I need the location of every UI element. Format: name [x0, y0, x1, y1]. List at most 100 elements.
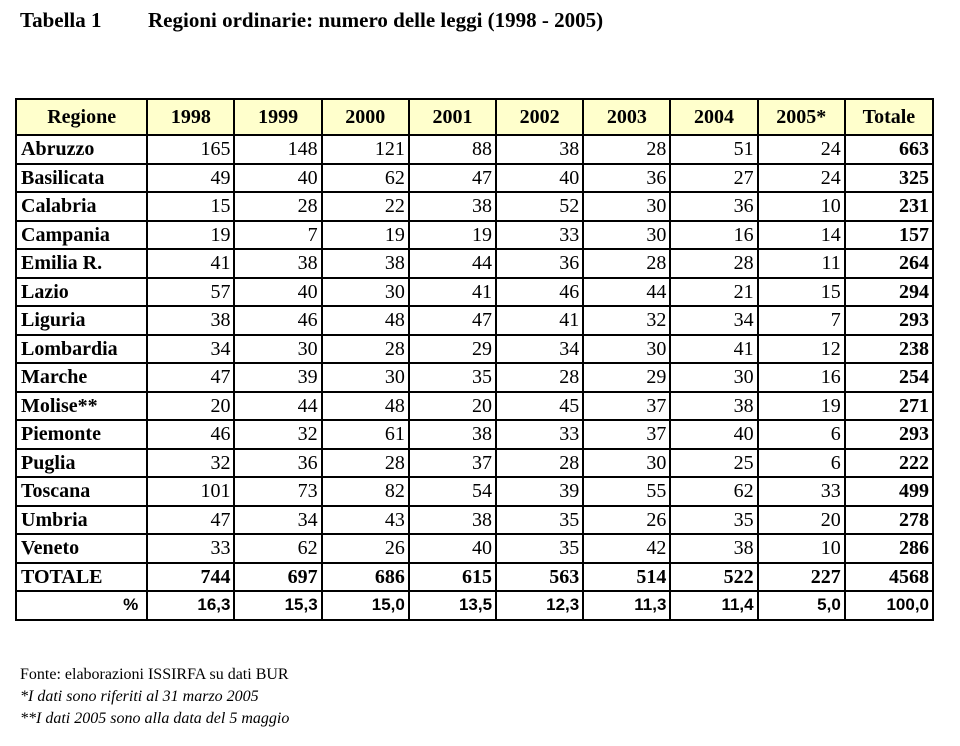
region-cell: Basilicata	[14, 162, 149, 193]
value-cell: 62	[233, 533, 323, 564]
value-cell: 40	[495, 162, 585, 193]
column-header: 2003	[582, 98, 672, 136]
total-cell: 264	[843, 248, 935, 279]
value-cell: 34	[233, 504, 323, 535]
value-cell: 37	[582, 419, 672, 450]
value-cell: 28	[669, 248, 759, 279]
value-cell: 41	[146, 248, 236, 279]
value-cell: 12,3	[495, 590, 585, 621]
value-cell: 7	[756, 305, 846, 336]
value-cell: 34	[495, 333, 585, 364]
value-cell: 6	[756, 419, 846, 450]
column-header: 1999	[233, 98, 323, 136]
value-cell: 34	[146, 333, 236, 364]
value-cell: 33	[495, 419, 585, 450]
value-cell: 54	[407, 476, 498, 507]
total-cell: 294	[843, 276, 935, 307]
value-cell: 697	[233, 561, 323, 592]
region-cell: Molise**	[14, 390, 149, 421]
region-cell: Piemonte	[14, 419, 149, 450]
value-cell: 46	[146, 419, 236, 450]
value-cell: 48	[320, 390, 410, 421]
value-cell: 29	[582, 362, 672, 393]
value-cell: 61	[320, 419, 410, 450]
value-cell: 82	[320, 476, 410, 507]
value-cell: 36	[495, 248, 585, 279]
value-cell: 47	[146, 504, 236, 535]
value-cell: 686	[320, 561, 410, 592]
value-cell: 35	[495, 504, 585, 535]
value-cell: 22	[320, 191, 410, 222]
value-cell: 62	[669, 476, 759, 507]
value-cell: 121	[320, 134, 410, 165]
table-row: Liguria 38 46 48 47 41 32 34 7 293	[14, 305, 935, 336]
value-cell: 38	[320, 248, 410, 279]
region-cell: Umbria	[14, 504, 149, 535]
column-header: 2000	[320, 98, 410, 136]
total-cell: 271	[843, 390, 935, 421]
value-cell: 25	[669, 447, 759, 478]
value-cell: 40	[407, 533, 498, 564]
value-cell: 28	[320, 333, 410, 364]
value-cell: 21	[669, 276, 759, 307]
value-cell: 57	[146, 276, 236, 307]
value-cell: 26	[582, 504, 672, 535]
value-cell: 30	[320, 362, 410, 393]
value-cell: 5,0	[756, 590, 846, 621]
column-header: 1998	[146, 98, 236, 136]
column-header: 2005*	[756, 98, 846, 136]
table-row: Abruzzo 165 148 121 88 38 28 51 24 663	[14, 134, 935, 165]
value-cell: 52	[495, 191, 585, 222]
region-cell: Liguria	[14, 305, 149, 336]
value-cell: 32	[233, 419, 323, 450]
table-row: Veneto 33 62 26 40 35 42 38 10 286	[14, 533, 935, 564]
table-row: Calabria 15 28 22 38 52 30 36 10 231	[14, 191, 935, 222]
region-cell: Marche	[14, 362, 149, 393]
table-row: Piemonte 46 32 61 38 33 37 40 6 293	[14, 419, 935, 450]
total-cell: 663	[843, 134, 935, 165]
table-row: Basilicata 49 40 62 47 40 36 27 24 325	[14, 162, 935, 193]
value-cell: 10	[756, 533, 846, 564]
value-cell: 46	[495, 276, 585, 307]
value-cell: 10	[756, 191, 846, 222]
value-cell: 24	[756, 134, 846, 165]
value-cell: 28	[582, 248, 672, 279]
total-cell: 231	[843, 191, 935, 222]
value-cell: 35	[669, 504, 759, 535]
value-cell: 13,5	[407, 590, 498, 621]
value-cell: 38	[495, 134, 585, 165]
value-cell: 46	[233, 305, 323, 336]
region-cell: %	[14, 590, 149, 621]
total-cell: 4568	[843, 561, 935, 592]
table-number: Tabella 1	[20, 8, 102, 32]
value-cell: 615	[407, 561, 498, 592]
value-cell: 43	[320, 504, 410, 535]
value-cell: 148	[233, 134, 323, 165]
value-cell: 27	[669, 162, 759, 193]
value-cell: 51	[669, 134, 759, 165]
region-cell: TOTALE	[14, 561, 149, 592]
value-cell: 44	[233, 390, 323, 421]
header-row: Regione 1998 1999 2000 2001 2002 2003 2004 2005*…	[14, 98, 935, 136]
value-cell: 514	[582, 561, 672, 592]
value-cell: 62	[320, 162, 410, 193]
value-cell: 30	[582, 333, 672, 364]
source-note: Fonte: elaborazioni ISSIRFA su dati BUR	[20, 666, 289, 683]
value-cell: 34	[669, 305, 759, 336]
value-cell: 165	[146, 134, 236, 165]
table-row: Toscana 101 73 82 54 39 55 62 33 499	[14, 476, 935, 507]
value-cell: 33	[146, 533, 236, 564]
total-cell: 293	[843, 419, 935, 450]
value-cell: 12	[756, 333, 846, 364]
value-cell: 33	[756, 476, 846, 507]
value-cell: 744	[146, 561, 236, 592]
value-cell: 30	[669, 362, 759, 393]
totale-row: TOTALE 744 697 686 615 563 514 522 227 4568	[14, 561, 935, 592]
value-cell: 30	[582, 219, 672, 250]
value-cell: 20	[146, 390, 236, 421]
value-cell: 38	[407, 504, 498, 535]
value-cell: 28	[320, 447, 410, 478]
table-body: Abruzzo 165 148 121 88 38 28 51 24 663 Basilicata 4…	[14, 134, 935, 621]
value-cell: 47	[146, 362, 236, 393]
value-cell: 40	[233, 162, 323, 193]
